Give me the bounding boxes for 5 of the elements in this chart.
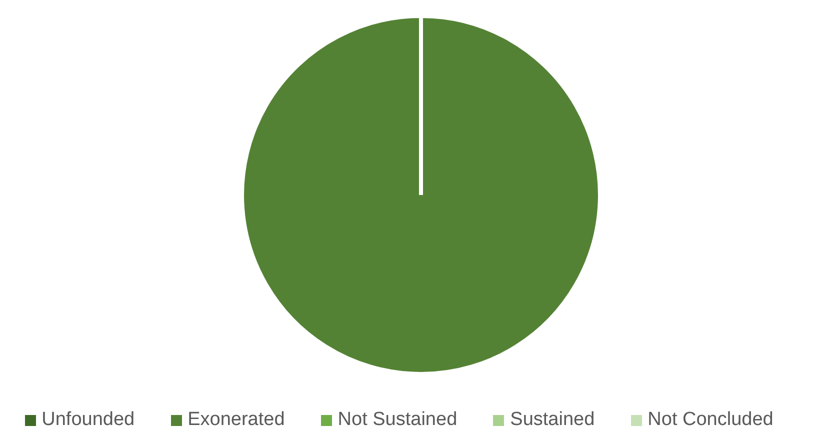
legend-label: Unfounded (42, 409, 135, 431)
legend-label: Sustained (510, 409, 595, 431)
legend-label: Exonerated (188, 409, 285, 431)
legend-label: Not Sustained (338, 409, 458, 431)
legend-label: Not Concluded (648, 409, 774, 431)
